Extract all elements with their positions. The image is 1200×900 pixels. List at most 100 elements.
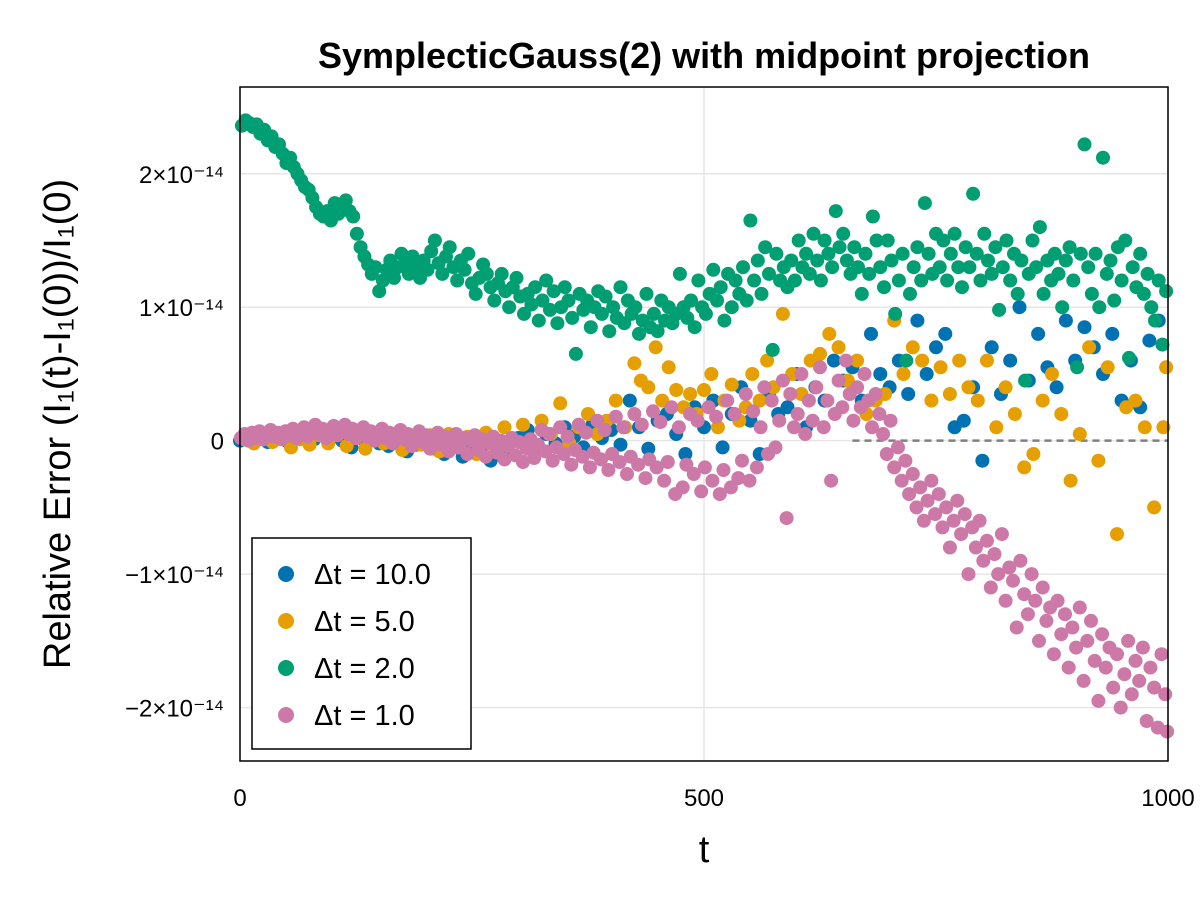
data-point bbox=[950, 493, 965, 508]
data-point bbox=[942, 387, 957, 401]
data-point bbox=[887, 460, 902, 475]
data-point bbox=[835, 400, 850, 415]
data-point bbox=[998, 380, 1013, 395]
data-point bbox=[427, 233, 442, 248]
data-point bbox=[556, 447, 571, 461]
data-point bbox=[1017, 460, 1032, 475]
data-point bbox=[672, 266, 687, 281]
legend-marker bbox=[278, 613, 294, 629]
data-point bbox=[924, 393, 939, 408]
data-point bbox=[1073, 246, 1088, 261]
data-point bbox=[1132, 673, 1147, 688]
data-point bbox=[715, 440, 730, 455]
data-point bbox=[583, 320, 598, 335]
data-point bbox=[1156, 420, 1171, 435]
data-point bbox=[660, 455, 675, 469]
data-point bbox=[613, 437, 628, 452]
data-point bbox=[1058, 607, 1072, 622]
data-point bbox=[545, 453, 560, 468]
data-point bbox=[1035, 393, 1050, 408]
data-point bbox=[916, 513, 931, 528]
data-point bbox=[450, 273, 465, 288]
data-point bbox=[716, 463, 731, 477]
data-point bbox=[798, 427, 813, 441]
data-point bbox=[542, 427, 556, 441]
data-point bbox=[594, 452, 608, 467]
data-point bbox=[810, 253, 825, 268]
data-point bbox=[1151, 273, 1166, 288]
data-point bbox=[632, 326, 646, 341]
data-point bbox=[1003, 353, 1018, 368]
data-point bbox=[765, 342, 780, 357]
data-point bbox=[420, 262, 435, 277]
data-point bbox=[1095, 627, 1110, 642]
data-point bbox=[747, 273, 762, 288]
data-point bbox=[739, 293, 754, 308]
data-point bbox=[1160, 724, 1175, 739]
data-point bbox=[1154, 647, 1169, 662]
data-point bbox=[961, 380, 976, 395]
data-point bbox=[358, 441, 373, 456]
data-point bbox=[1144, 300, 1159, 315]
data-point bbox=[375, 273, 390, 288]
data-point bbox=[931, 487, 946, 502]
data-point bbox=[372, 284, 387, 299]
data-point bbox=[864, 326, 878, 341]
legend-label: Δt = 1.0 bbox=[314, 700, 415, 732]
data-point bbox=[764, 393, 779, 408]
data-point bbox=[919, 367, 934, 381]
data-point bbox=[820, 393, 835, 408]
data-point bbox=[745, 367, 760, 381]
data-point bbox=[873, 367, 888, 381]
data-point bbox=[1125, 260, 1140, 275]
data-point bbox=[405, 249, 420, 264]
legend-marker bbox=[278, 707, 294, 723]
data-point bbox=[653, 415, 668, 429]
data-point bbox=[906, 260, 921, 275]
data-point bbox=[1028, 593, 1043, 608]
data-point bbox=[831, 373, 846, 388]
data-point bbox=[775, 373, 790, 388]
data-point bbox=[790, 407, 805, 421]
data-point bbox=[669, 383, 684, 397]
data-point bbox=[1029, 260, 1044, 275]
data-point bbox=[1054, 627, 1069, 642]
data-point bbox=[951, 260, 966, 275]
data-point bbox=[684, 293, 698, 308]
data-point bbox=[1062, 240, 1077, 255]
legend-label: Δt = 5.0 bbox=[314, 606, 415, 638]
data-point bbox=[1032, 633, 1046, 648]
data-point bbox=[760, 353, 775, 368]
data-point bbox=[661, 360, 676, 375]
data-point bbox=[706, 262, 721, 277]
data-point bbox=[738, 387, 753, 401]
x-tick-label: 1000 bbox=[1141, 785, 1194, 812]
data-point bbox=[758, 240, 773, 255]
data-point bbox=[649, 460, 664, 475]
y-tick-label: 1×10⁻¹⁴ bbox=[139, 295, 224, 322]
data-point bbox=[648, 340, 663, 355]
legend-marker bbox=[278, 660, 294, 676]
data-point bbox=[550, 316, 565, 331]
data-point bbox=[839, 353, 853, 368]
data-point bbox=[535, 293, 550, 308]
data-point bbox=[750, 253, 765, 268]
data-point bbox=[622, 393, 637, 408]
data-point bbox=[813, 346, 827, 361]
data-point bbox=[817, 233, 832, 248]
data-point bbox=[687, 320, 702, 335]
data-point bbox=[457, 262, 472, 277]
data-point bbox=[1147, 500, 1162, 515]
data-point bbox=[1128, 653, 1143, 668]
data-point bbox=[746, 404, 761, 419]
data-point bbox=[914, 273, 929, 288]
data-point bbox=[731, 471, 746, 486]
legend-marker bbox=[278, 566, 294, 582]
series-3-points bbox=[234, 113, 1174, 388]
data-point bbox=[1114, 273, 1129, 288]
data-point bbox=[516, 417, 530, 432]
data-point bbox=[560, 429, 575, 444]
data-point bbox=[998, 593, 1013, 608]
